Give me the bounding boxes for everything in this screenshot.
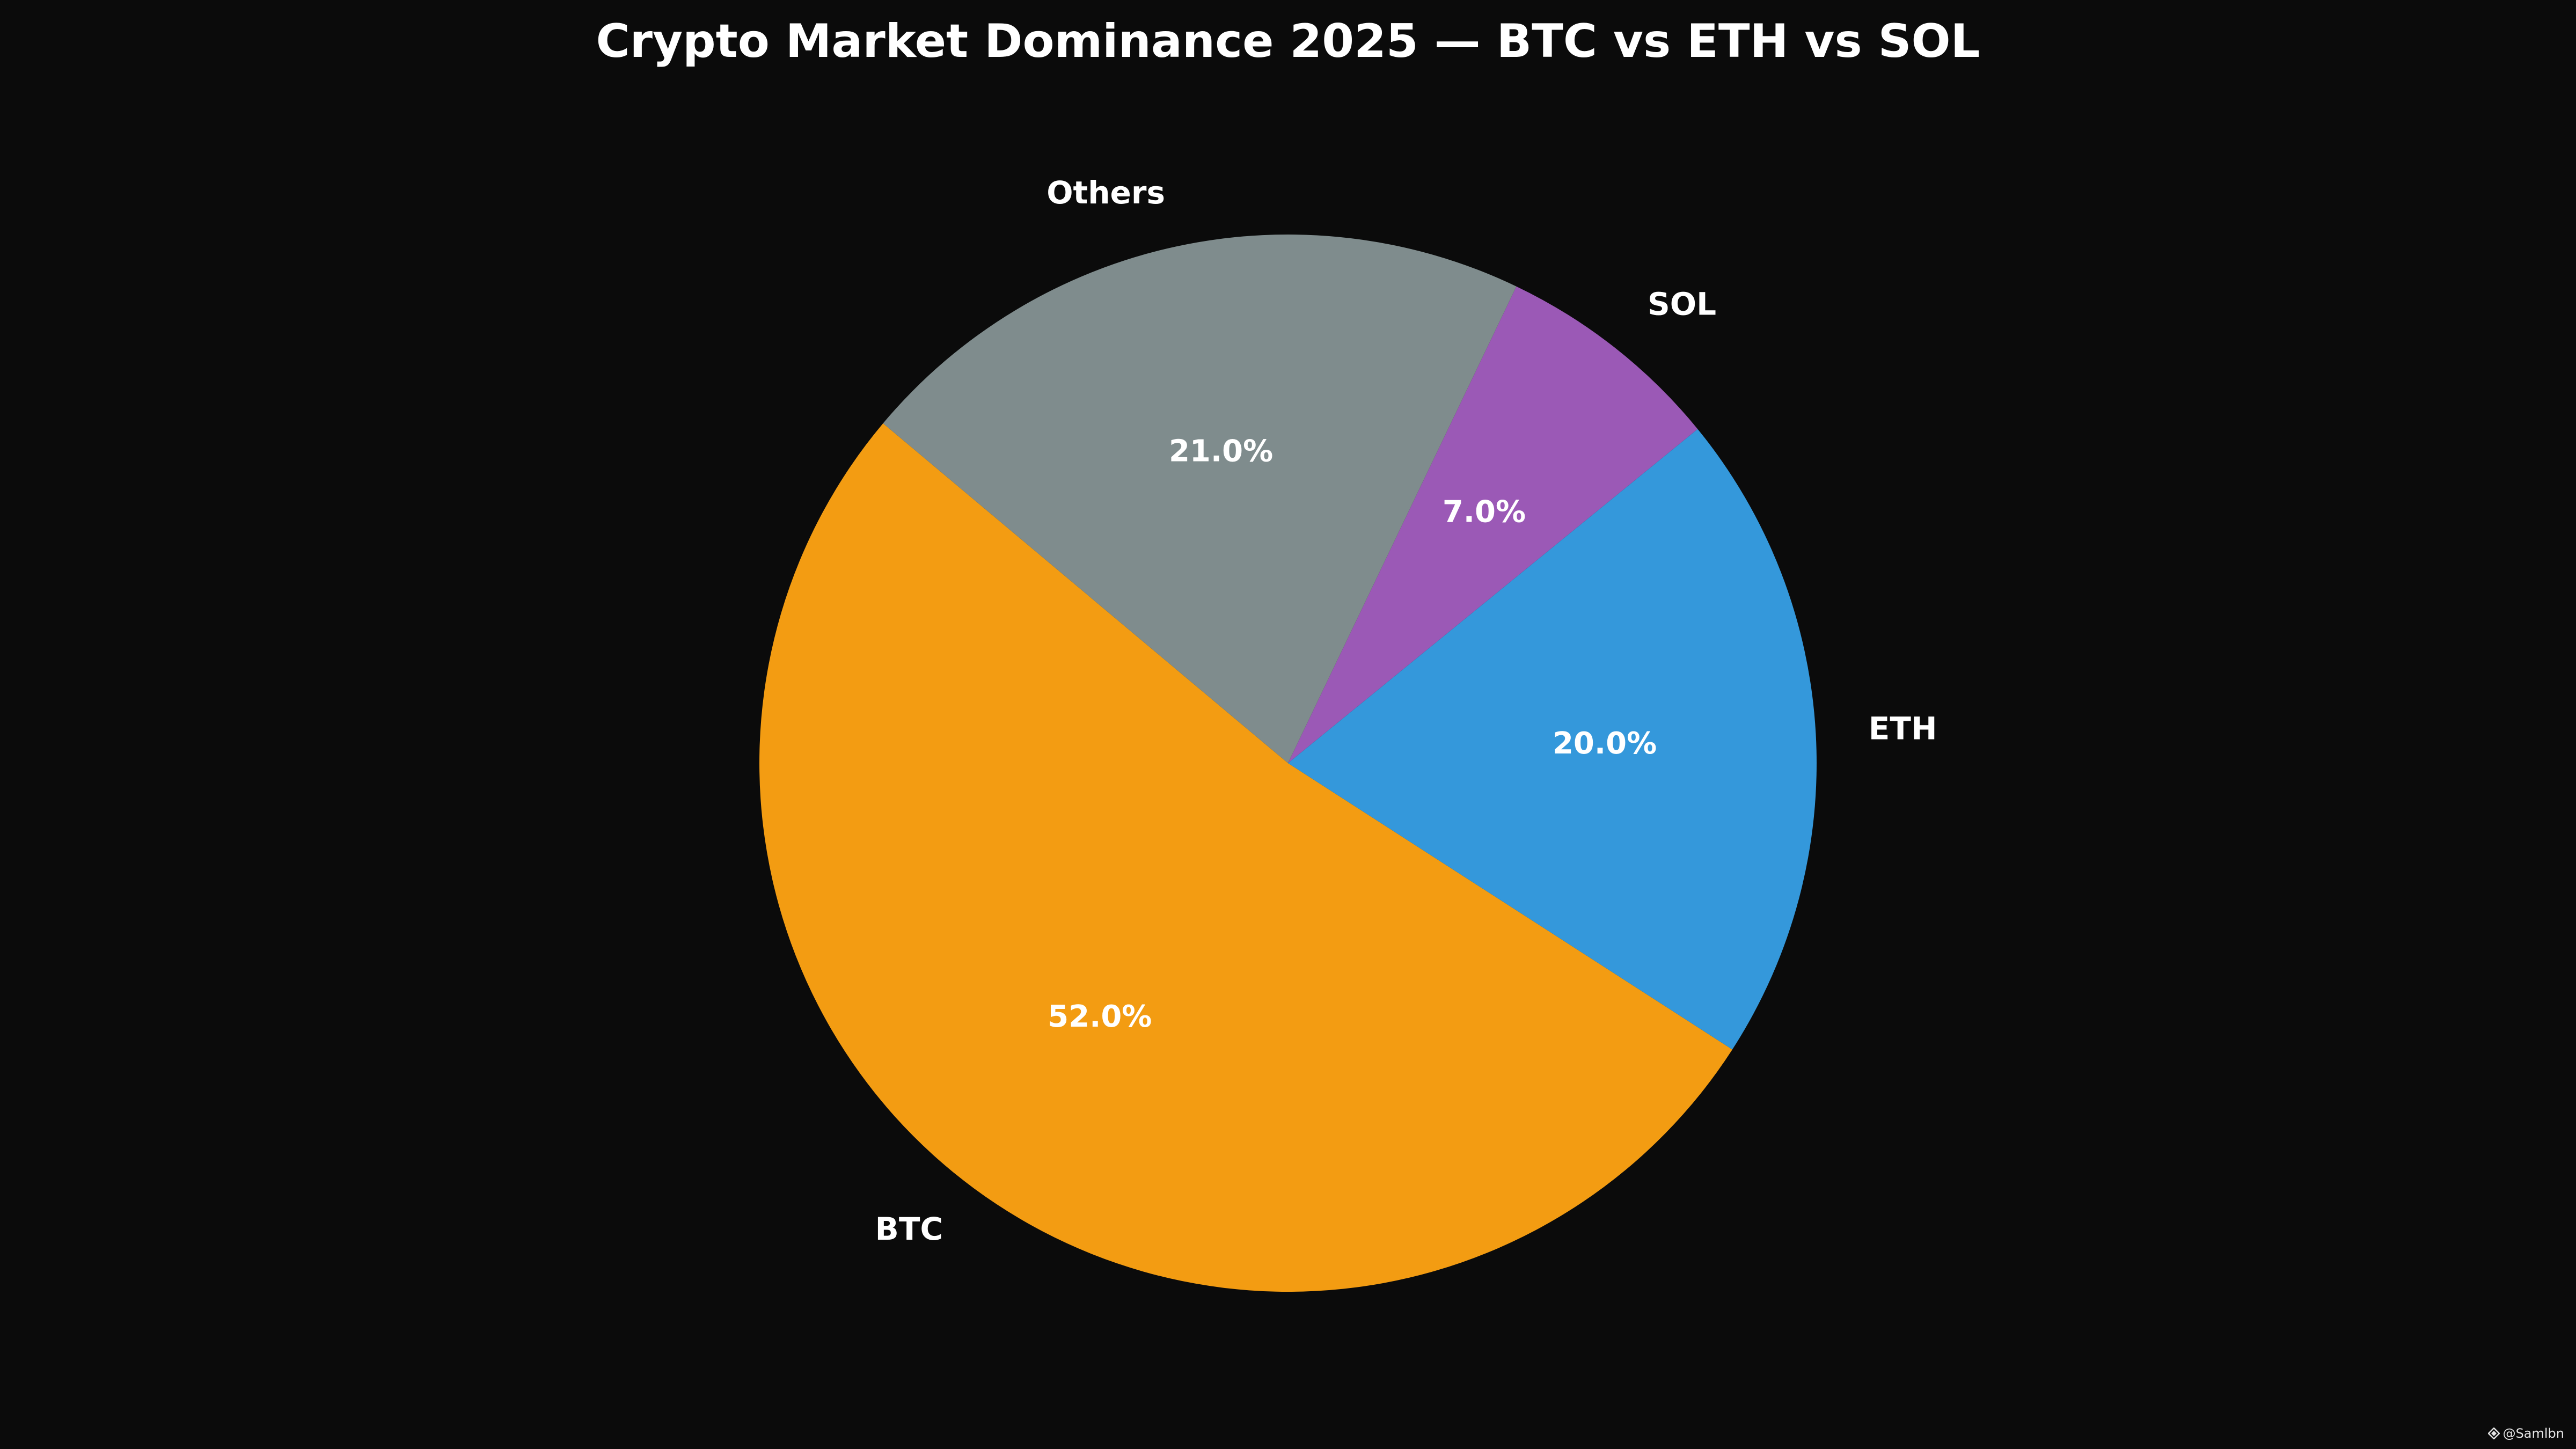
pie-slice-others: [883, 234, 1517, 763]
slice-label-others: Others: [1046, 174, 1165, 211]
slice-label-eth: ETH: [1869, 711, 1937, 747]
diamond-logo-icon: [2487, 1428, 2500, 1439]
pct-label-others: 21.0%: [1169, 434, 1273, 469]
chart-title: Crypto Market Dominance 2025 — BTC vs ET…: [596, 14, 1980, 68]
pie-slice-btc: [759, 423, 1732, 1292]
slice-label-sol: SOL: [1648, 286, 1716, 323]
pie-slice-eth: [1288, 429, 1817, 1050]
watermark: @Samlbn: [2487, 1425, 2564, 1441]
slice-label-btc: BTC: [875, 1211, 943, 1247]
pct-label-btc: 52.0%: [1048, 999, 1152, 1034]
pct-label-sol: 7.0%: [1443, 495, 1526, 530]
pie-slice-sol: [1288, 286, 1698, 763]
watermark-text: @Samlbn: [2502, 1426, 2564, 1441]
pct-label-eth: 20.0%: [1553, 726, 1657, 761]
